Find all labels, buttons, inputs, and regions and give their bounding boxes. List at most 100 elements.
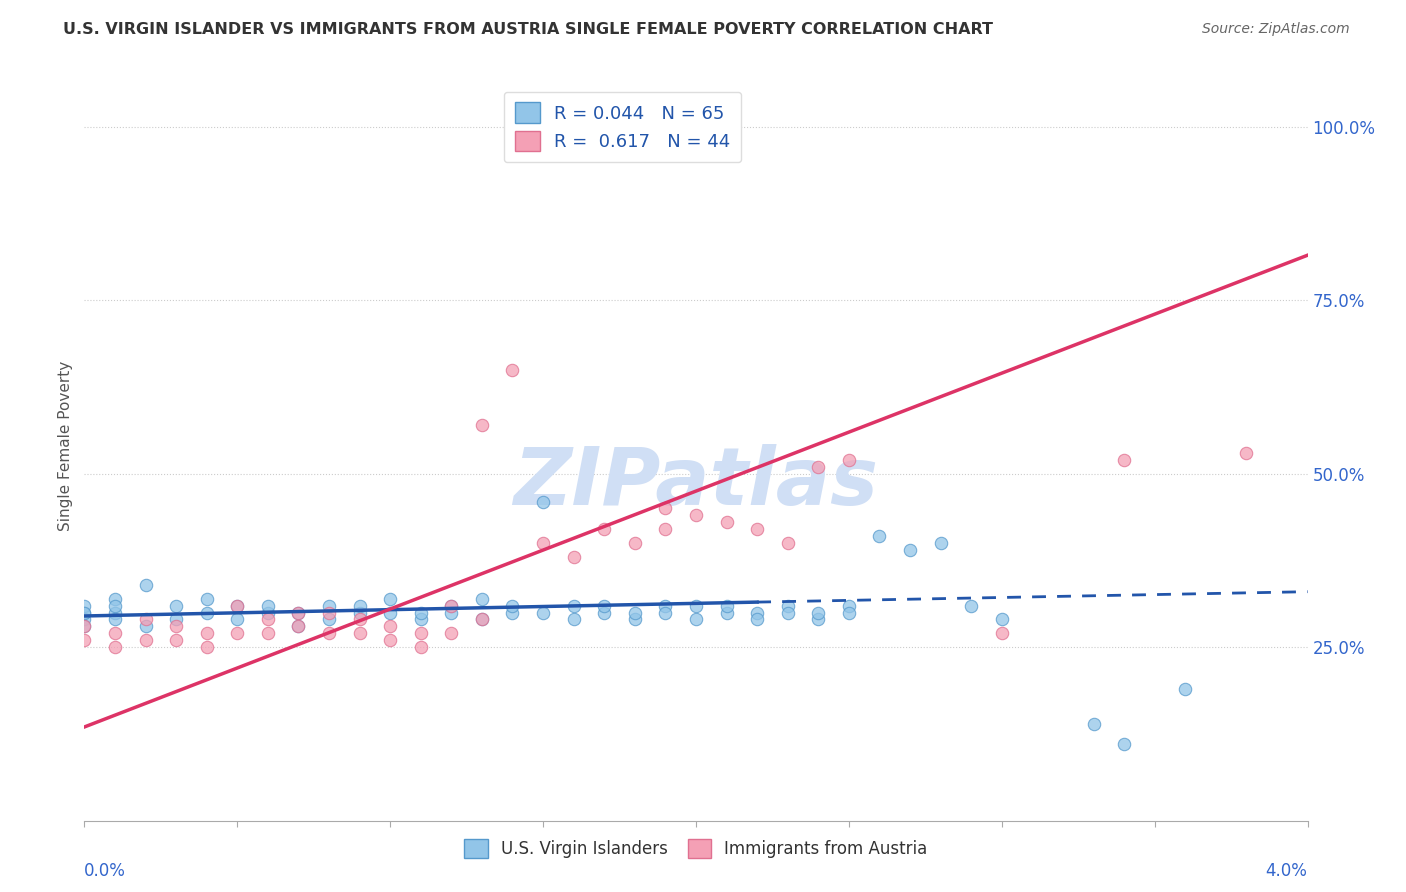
Point — [747, 522, 769, 536]
Point — [73, 599, 96, 613]
Point — [1114, 453, 1136, 467]
Point — [838, 599, 860, 613]
Point — [685, 612, 707, 626]
Text: 0.0%: 0.0% — [84, 862, 127, 880]
Point — [471, 418, 494, 433]
Point — [135, 578, 157, 592]
Point — [1236, 446, 1258, 460]
Point — [685, 599, 707, 613]
Point — [318, 626, 340, 640]
Point — [73, 606, 96, 620]
Point — [318, 599, 340, 613]
Point — [685, 508, 707, 523]
Point — [380, 606, 402, 620]
Point — [195, 606, 218, 620]
Point — [776, 536, 799, 550]
Point — [104, 626, 127, 640]
Point — [135, 633, 157, 648]
Point — [440, 599, 463, 613]
Point — [562, 612, 585, 626]
Point — [104, 612, 127, 626]
Point — [562, 549, 585, 564]
Point — [318, 606, 340, 620]
Point — [654, 522, 676, 536]
Point — [624, 606, 647, 620]
Point — [502, 362, 524, 376]
Point — [409, 640, 432, 655]
Point — [776, 599, 799, 613]
Text: ZIPatlas: ZIPatlas — [513, 444, 879, 523]
Point — [287, 619, 309, 633]
Point — [226, 626, 249, 640]
Point — [226, 599, 249, 613]
Point — [440, 606, 463, 620]
Point — [73, 606, 96, 620]
Point — [991, 612, 1014, 626]
Point — [73, 619, 96, 633]
Point — [380, 619, 402, 633]
Point — [73, 619, 96, 633]
Point — [838, 606, 860, 620]
Text: 4.0%: 4.0% — [1265, 862, 1308, 880]
Text: U.S. VIRGIN ISLANDER VS IMMIGRANTS FROM AUSTRIA SINGLE FEMALE POVERTY CORRELATIO: U.S. VIRGIN ISLANDER VS IMMIGRANTS FROM … — [63, 22, 993, 37]
Point — [287, 619, 309, 633]
Point — [380, 633, 402, 648]
Point — [409, 612, 432, 626]
Point — [807, 612, 830, 626]
Point — [654, 606, 676, 620]
Point — [562, 599, 585, 613]
Point — [165, 599, 187, 613]
Point — [807, 606, 830, 620]
Point — [502, 606, 524, 620]
Point — [716, 606, 738, 620]
Point — [195, 626, 218, 640]
Point — [747, 612, 769, 626]
Point — [716, 516, 738, 530]
Point — [73, 612, 96, 626]
Point — [104, 640, 127, 655]
Point — [73, 633, 96, 648]
Point — [349, 599, 371, 613]
Point — [380, 591, 402, 606]
Point — [593, 522, 616, 536]
Point — [165, 612, 187, 626]
Point — [471, 612, 494, 626]
Point — [349, 612, 371, 626]
Point — [593, 606, 616, 620]
Point — [1114, 737, 1136, 751]
Point — [838, 453, 860, 467]
Point — [349, 626, 371, 640]
Point — [440, 599, 463, 613]
Point — [287, 606, 309, 620]
Point — [104, 606, 127, 620]
Y-axis label: Single Female Poverty: Single Female Poverty — [58, 361, 73, 531]
Point — [257, 612, 280, 626]
Legend: U.S. Virgin Islanders, Immigrants from Austria: U.S. Virgin Islanders, Immigrants from A… — [457, 832, 935, 864]
Point — [440, 626, 463, 640]
Point — [471, 591, 494, 606]
Point — [104, 599, 127, 613]
Point — [807, 459, 830, 474]
Point — [531, 536, 554, 550]
Point — [991, 626, 1014, 640]
Point — [898, 543, 921, 558]
Point — [471, 612, 494, 626]
Point — [502, 599, 524, 613]
Point — [318, 612, 340, 626]
Point — [349, 606, 371, 620]
Point — [869, 529, 891, 543]
Point — [409, 626, 432, 640]
Point — [257, 606, 280, 620]
Point — [165, 619, 187, 633]
Point — [257, 626, 280, 640]
Point — [776, 606, 799, 620]
Point — [747, 606, 769, 620]
Point — [716, 599, 738, 613]
Point — [929, 536, 952, 550]
Point — [226, 599, 249, 613]
Point — [104, 591, 127, 606]
Point — [409, 606, 432, 620]
Point — [960, 599, 983, 613]
Point — [624, 612, 647, 626]
Point — [1083, 716, 1105, 731]
